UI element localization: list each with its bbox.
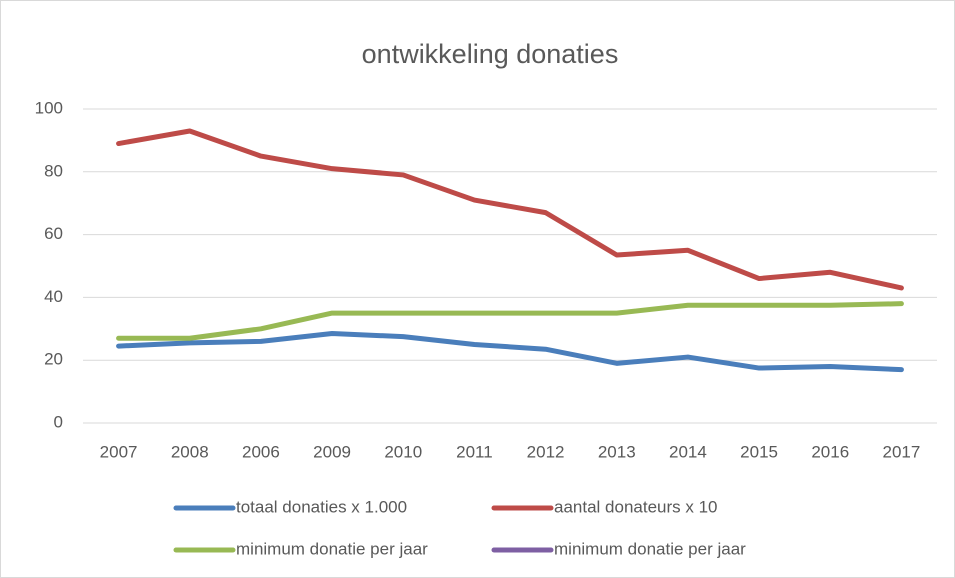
chart-title: ontwikkeling donaties xyxy=(362,39,619,69)
x-tick-label: 2015 xyxy=(740,442,778,461)
legend-label: totaal donaties x 1.000 xyxy=(236,497,407,516)
legend-label: minimum donatie per jaar xyxy=(236,539,428,558)
x-tick-label: 2011 xyxy=(456,442,493,461)
x-tick-label: 2008 xyxy=(171,442,209,461)
x-tick-label: 2014 xyxy=(669,442,707,461)
y-tick-label: 100 xyxy=(35,98,63,117)
x-tick-label: 2010 xyxy=(384,442,422,461)
y-tick-label: 60 xyxy=(44,224,63,243)
legend-label: aantal donateurs x 10 xyxy=(554,497,718,516)
x-tick-label: 2009 xyxy=(313,442,351,461)
x-tick-label: 2017 xyxy=(883,442,921,461)
x-tick-label: 2012 xyxy=(527,442,565,461)
y-tick-label: 40 xyxy=(44,287,63,306)
series-line xyxy=(116,301,904,341)
y-tick-label: 0 xyxy=(54,412,63,431)
series-line xyxy=(116,128,904,291)
series-line xyxy=(116,331,904,373)
legend-label: minimum donatie per jaar xyxy=(554,539,746,558)
x-tick-label: 2007 xyxy=(100,442,138,461)
x-tick-label: 2013 xyxy=(598,442,636,461)
y-tick-label: 20 xyxy=(44,350,63,369)
y-tick-label: 80 xyxy=(44,161,63,180)
x-tick-label: 2016 xyxy=(811,442,849,461)
x-tick-label: 2006 xyxy=(242,442,280,461)
